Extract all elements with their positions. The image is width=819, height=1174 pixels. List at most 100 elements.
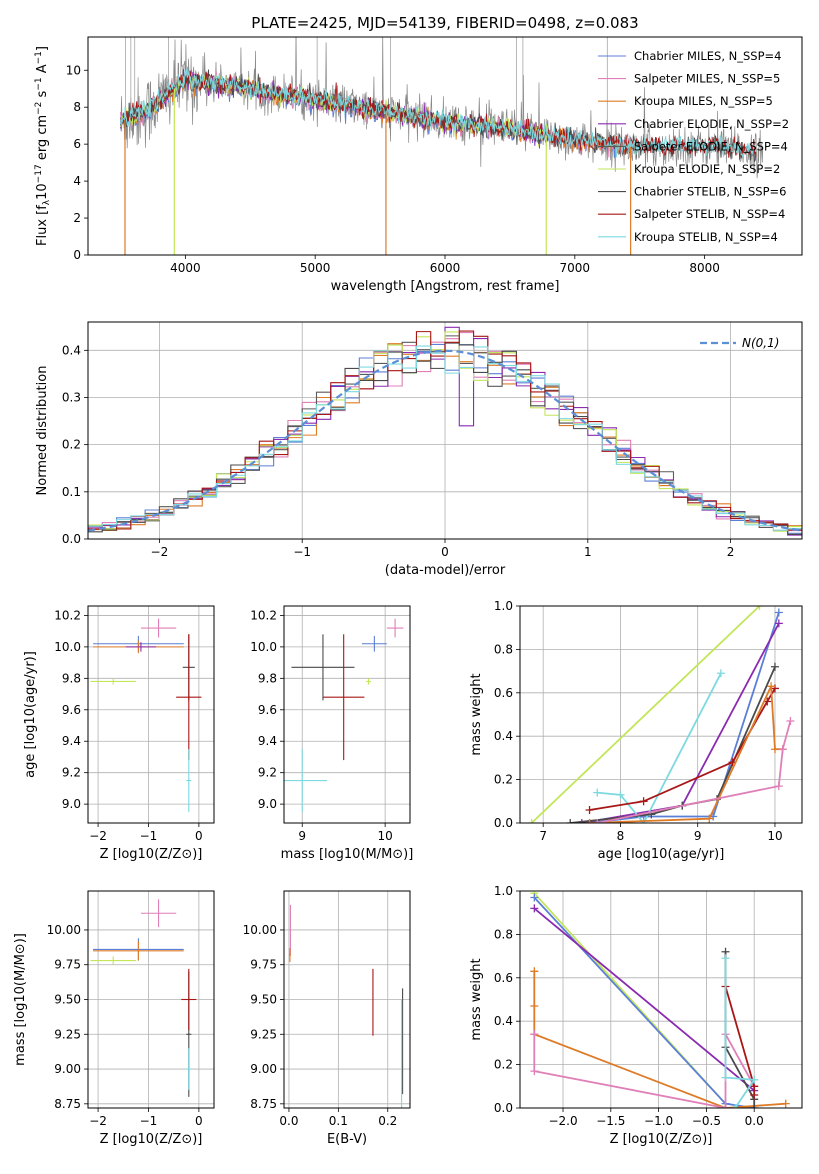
data-point-marker [774,782,783,791]
y-tick-label: 9.8 [258,671,277,685]
y-tick-label: 9.25 [54,1027,81,1041]
data-point-marker [577,819,586,823]
legend-label: Kroupa ELODIE, N_SSP=2 [634,162,780,176]
y-tick-label: 9.0 [258,797,277,811]
y-tick-label: 1.0 [494,599,513,613]
legend-label: Chabrier ELODIE, N_SSP=2 [634,117,789,131]
legend-label: Chabrier MILES, N_SSP=4 [634,49,781,63]
x-tick-label: −2 [89,1114,107,1128]
data-point-marker [721,954,730,963]
x-tick-label: 0.2 [378,1114,397,1128]
x-tick-label: 0.0 [279,1114,298,1128]
y-tick-label: 10.0 [54,640,81,654]
y-tick-label: 1.0 [494,884,513,898]
data-point-marker [750,1090,759,1099]
y-tick-label: 0.2 [62,438,81,452]
x-tick-label: 0 [441,545,449,559]
y-tick-label: 9.25 [250,1027,277,1041]
y-tick-label: 0.4 [494,729,513,743]
x-tick-label: −2 [89,829,107,843]
data-point-marker [721,1073,730,1082]
data-point-marker [750,1075,759,1084]
x-tick-label: 8000 [689,261,720,275]
y-tick-label: 9.8 [62,671,81,685]
y-tick-label: 9.6 [62,703,81,717]
x-tick-label: 0 [195,1114,203,1128]
legend-label: Salpeter STELIB, N_SSP=4 [634,207,785,221]
x-tick-label: 6000 [430,261,461,275]
y-tick-label: 0.2 [494,773,513,787]
x-axis-label: Z [log10(Z/Z⊙)] [100,1132,203,1147]
data-point-marker [786,717,795,726]
y-tick-label: 2 [73,211,81,225]
x-tick-label: −2 [151,545,169,559]
y-axis-label: Flux [fλ10−17 erg cm−2 s−1 A−1] [34,46,52,246]
data-point-marker [530,1030,539,1039]
y-tick-label: 0.4 [494,1014,513,1028]
y-tick-label: 8.75 [250,1097,277,1111]
line-plot-area [527,606,795,823]
series-line-kroupa-miles [589,685,783,823]
y-tick-label: 9.50 [250,993,277,1007]
data-point-marker [716,669,725,678]
spectrum-plot-area [120,37,764,255]
data-point-marker [566,819,575,823]
data-point-marker [585,805,594,814]
data-point-marker [593,819,602,823]
y-tick-label: 9.0 [62,797,81,811]
model-line-kroupa-elodie [120,73,550,148]
legend-label: Salpeter MILES, N_SSP=5 [634,72,780,86]
data-point-marker [721,1104,730,1108]
y-tick-label: 0.8 [494,642,513,656]
x-tick-label: 1 [584,545,592,559]
errorbar-plot-area [288,904,404,1108]
data-point-marker [593,788,602,797]
y-tick-label: 8.75 [54,1097,81,1111]
axes-frame [283,605,411,824]
data-point-marker [530,967,539,976]
x-axis-label: Z [log10(Z/Z⊙)] [100,847,203,862]
x-tick-label: 7 [539,829,547,843]
legend-label: Chabrier STELIB, N_SSP=6 [634,185,786,199]
data-point-marker [530,893,539,902]
data-point-marker [585,819,594,823]
series-line-kroupa-elodie [530,606,761,823]
y-tick-label: 0 [73,248,81,262]
data-point-marker [778,745,787,754]
data-point-marker [770,745,779,754]
histogram-plot-area [88,326,802,536]
x-tick-label: −2.0 [548,1114,577,1128]
y-tick-label: 8 [73,100,81,114]
x-tick-label: −1.5 [596,1114,625,1128]
axes-frame [87,321,803,540]
x-axis-label: age [log10(age/yr)] [598,847,725,862]
series-line-salpeter-miles [597,720,792,823]
data-point-marker [767,682,776,691]
y-tick-label: 0.1 [62,485,81,499]
errorbar-plot-area [284,618,404,812]
errorbar-plot-area [90,618,202,812]
y-tick-label: 9.75 [250,958,277,972]
x-tick-label: −0.5 [692,1114,721,1128]
histogram-step-kroupa-elodie [88,331,802,532]
data-point-marker [639,797,648,806]
x-tick-label: 0.1 [329,1114,348,1128]
axes-frame [519,890,803,1109]
y-axis-label: age [log10(age/yr)] [23,651,38,778]
series-line-chabrier-elodie [533,907,755,1092]
x-tick-label: −1 [293,545,311,559]
axes-frame [87,890,215,1109]
y-tick-label: 10.2 [250,608,277,622]
data-point-marker [530,904,539,913]
y-tick-label: 9.6 [258,703,277,717]
y-tick-label: 9.75 [54,958,81,972]
x-tick-label: 4000 [170,261,201,275]
y-tick-label: 10.00 [47,923,81,937]
axes-frame [87,605,215,824]
x-axis-label: Z [log10(Z/Z⊙)] [610,1132,713,1147]
axes-frame [87,36,803,256]
data-point-marker [527,819,536,823]
y-tick-label: 0.3 [62,390,81,404]
x-tick-label: 2 [727,545,735,559]
